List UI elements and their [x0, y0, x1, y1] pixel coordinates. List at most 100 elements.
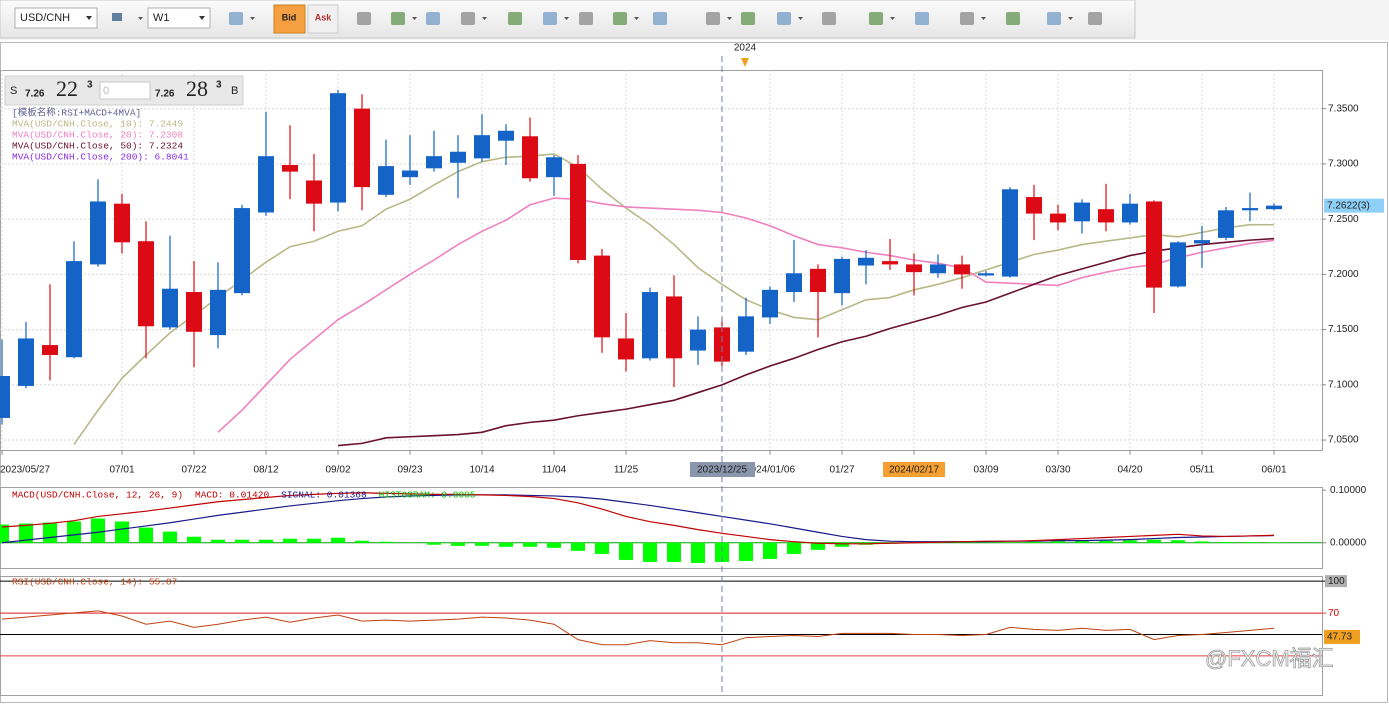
legend-entry: MVA(USD/CNH.Close, 20): 7.2308 [12, 130, 183, 141]
sell-big: 22 [56, 76, 78, 101]
candle-body [714, 327, 730, 362]
histogram-bar [163, 531, 177, 543]
sell-side: S [10, 85, 17, 97]
candle-body [594, 255, 610, 338]
candle-body [522, 136, 538, 179]
histogram-bar [355, 540, 369, 543]
candle-body [930, 264, 946, 274]
dropdown-arrow [199, 16, 205, 20]
template-name: [模板名称:RSI+MACD+4MVA] [12, 107, 141, 119]
candle-body [90, 201, 106, 265]
ma-line [337, 237, 1275, 447]
candle-body [1146, 201, 1162, 288]
candle-body [66, 261, 82, 358]
candle-body [666, 296, 682, 359]
histogram-bar [379, 541, 393, 543]
legend-entry: MVA(USD/CNH.Close, 10): 7.2449 [12, 119, 183, 130]
candle-body [570, 163, 586, 260]
histogram-bar [643, 542, 657, 562]
candle-body [378, 166, 394, 195]
histogram-bar [1051, 541, 1065, 543]
dropdown-arrow [412, 17, 417, 20]
dropdown-arrow [86, 16, 92, 20]
histogram-bar [787, 542, 801, 554]
y-tick-label: 7.0500 [1328, 435, 1359, 446]
macd-legend: MACD(USD/CNH.Close, 12, 26, 9) [12, 490, 183, 501]
x-tick-label: 07/01 [109, 465, 134, 476]
tool-icon [869, 12, 883, 25]
y-tick-label: 70 [1328, 608, 1340, 619]
amount-input[interactable] [99, 81, 151, 100]
dropdown-arrow [798, 17, 803, 20]
tool-icon [777, 12, 791, 25]
tool-icon [426, 12, 440, 25]
histogram-bar [1075, 540, 1089, 543]
tool-icon [1006, 12, 1020, 25]
candle-body [738, 316, 754, 352]
year-pin [741, 58, 749, 67]
tool-icon [543, 12, 557, 25]
candle-body [234, 208, 250, 294]
candle-body [1266, 205, 1282, 210]
bid-button[interactable] [273, 4, 306, 34]
candle-body [1026, 197, 1042, 214]
chart-layer: 7.0500 7.1000 7.1500 7.2000 7.2500 7.3000 7.35… [0, 56, 1384, 695]
dropdown-arrow [981, 17, 986, 20]
ask-label: Ask [315, 12, 333, 22]
histogram-bar [235, 539, 249, 543]
histogram-bar [1147, 539, 1161, 543]
x-tick-label: 06/01 [1261, 465, 1286, 476]
candle-body [186, 292, 202, 332]
x-tick-label: 2024/01/06 [745, 465, 795, 476]
candle-body [306, 180, 322, 204]
candle-body [690, 329, 706, 351]
y-tick-label: 7.1000 [1328, 379, 1359, 390]
histogram-bar [1027, 541, 1041, 543]
tool-icon [613, 12, 627, 25]
tool-icon [508, 12, 522, 25]
price-tag-label: 7.2622(3) [1327, 200, 1370, 211]
histogram-bar [211, 539, 225, 543]
x-tick-label: 11/25 [614, 465, 639, 476]
tool-icon [229, 12, 243, 25]
candle-body [42, 345, 58, 355]
histogram-bar [835, 542, 849, 547]
x-tick-label: 01/27 [829, 465, 854, 476]
date-highlight [883, 462, 945, 477]
candle-body [762, 289, 778, 318]
symbol-select[interactable] [14, 7, 98, 29]
dropdown-arrow [634, 17, 639, 20]
histogram-bar [1099, 540, 1113, 543]
candle-body [330, 93, 346, 203]
timeframe-select[interactable] [147, 7, 211, 29]
histogram-bar [331, 537, 345, 543]
histogram-bar [19, 523, 33, 543]
tool-icon [461, 12, 475, 25]
dropdown-arrow [564, 17, 569, 20]
rsi-legend: RSI(USD/CNH.Close, 14): 55.87 [12, 577, 177, 588]
x-tick-label: 07/22 [181, 465, 206, 476]
macd-line [1, 492, 1275, 545]
buy-sup: 3 [216, 80, 222, 91]
candle-body [834, 258, 850, 294]
dropdown-arrow [138, 17, 143, 20]
ask-button[interactable] [307, 4, 339, 34]
histogram-bar [1219, 541, 1233, 543]
x-tick-label: 03/30 [1045, 465, 1070, 476]
candle-body [954, 264, 970, 275]
candle-body [642, 292, 658, 359]
histogram-bar [475, 542, 489, 546]
candle-body [978, 273, 994, 276]
histogram-bar [739, 542, 753, 561]
y-tick-label: 0.10000 [1330, 485, 1367, 496]
candle-body [162, 288, 178, 328]
candle-body [258, 156, 274, 213]
candle-body [354, 108, 370, 188]
histogram-bar [283, 538, 297, 543]
toolbar-icons [112, 12, 1102, 25]
candle-body [114, 203, 130, 243]
histogram-bar [811, 542, 825, 550]
histogram-bar [1195, 541, 1209, 543]
rsi-panel [0, 576, 1323, 696]
